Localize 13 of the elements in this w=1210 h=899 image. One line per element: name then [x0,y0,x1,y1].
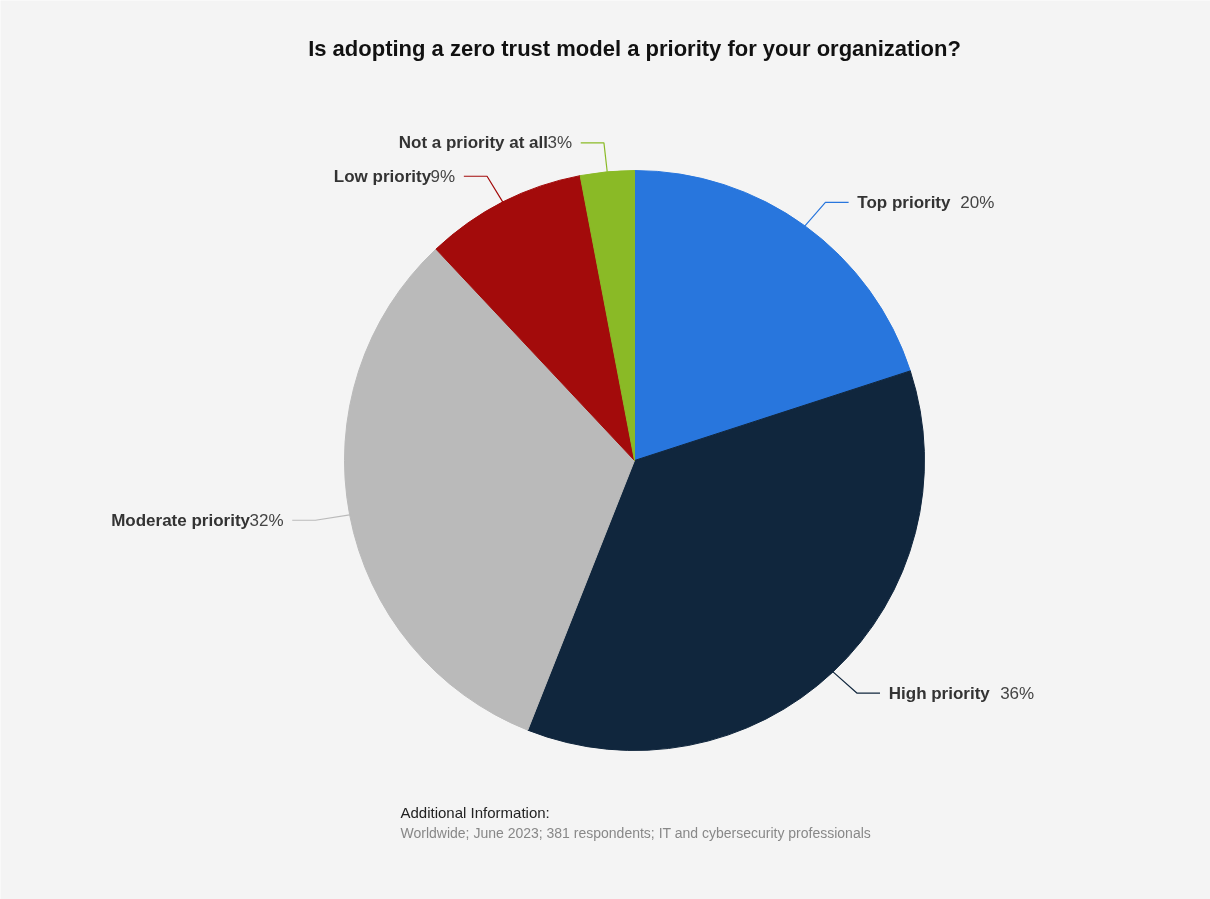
text: Worldwide; June 2023; 381 respondents; IT and cybersecurity professionals [400,824,871,841]
chart-title: Is adopting a zero trust model a priority for your organization? [308,36,961,61]
slice-label: Moderate priority [111,510,251,530]
data-label: 20% [960,192,995,212]
data-label: 3% [547,133,573,153]
slice-label: Top priority [857,192,952,212]
slice-label: Not a priority at all [398,133,548,153]
data-label: 36% [1000,683,1035,703]
text: Additional Information: [400,804,550,821]
data-label: 9% [430,166,456,186]
slice-label: Low priority [333,166,432,186]
slice-label: High priority [888,683,991,703]
data-label: 32% [249,510,284,530]
